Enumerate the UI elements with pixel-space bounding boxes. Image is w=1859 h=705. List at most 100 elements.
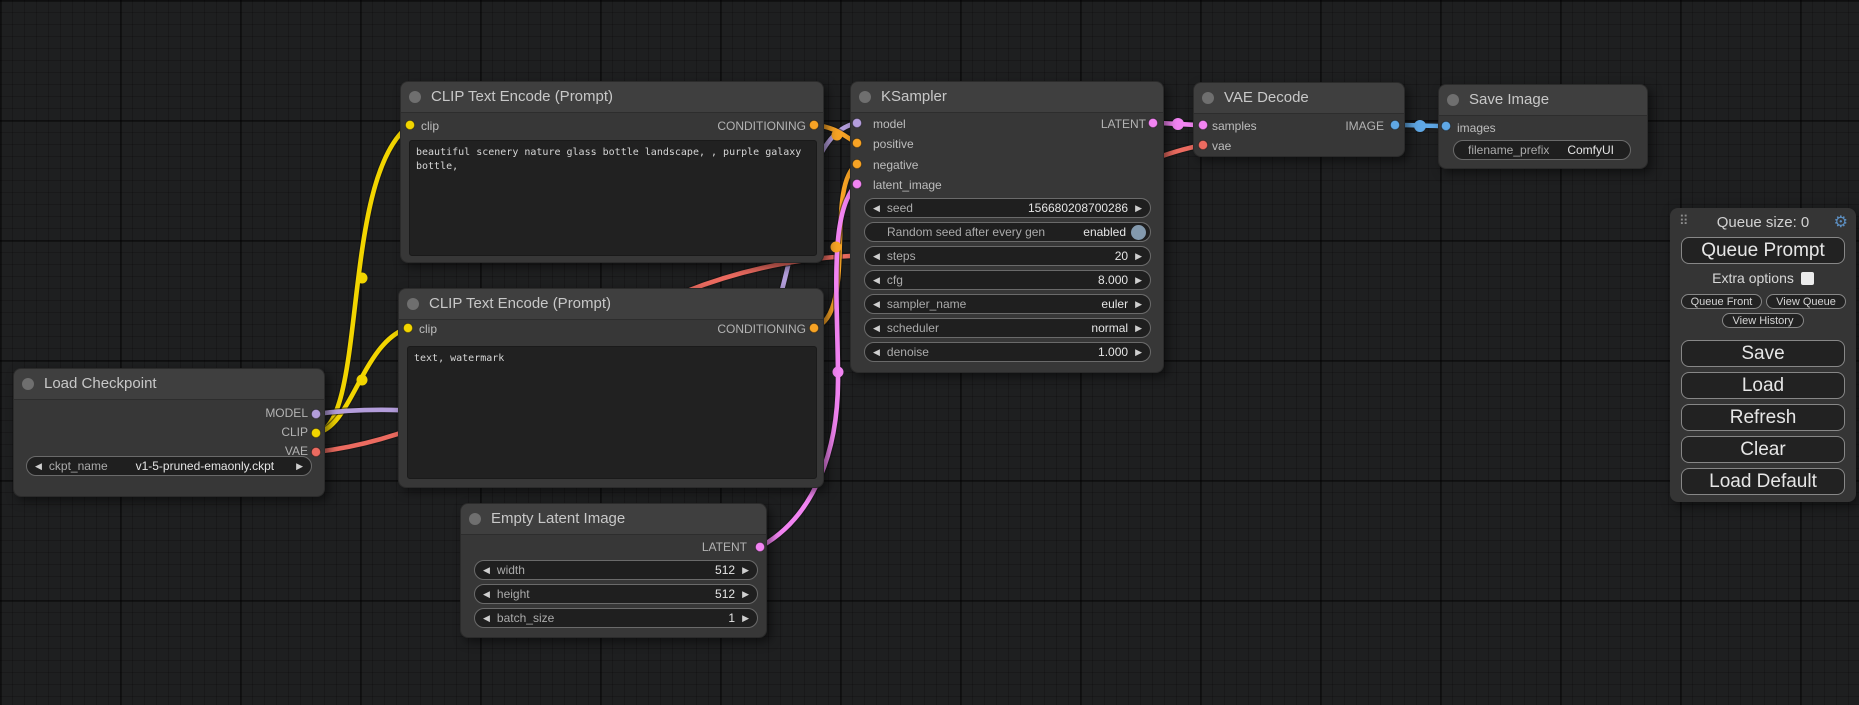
wire-clip-to-negative-prompt (313, 325, 411, 436)
decrement-arrow-icon[interactable]: ◀ (873, 202, 880, 213)
refresh-button[interactable]: Refresh (1681, 404, 1845, 431)
widget-value: 512 (715, 563, 736, 577)
link-dot (1172, 118, 1184, 130)
node-vae-decode[interactable]: VAE Decode samples vae IMAGE (1193, 82, 1405, 157)
queue-size-label: Queue size: 0 (1716, 214, 1810, 231)
view-history-button[interactable]: View History (1722, 313, 1804, 328)
node-title-bar[interactable]: CLIP Text Encode (Prompt) (399, 289, 823, 320)
load-default-button[interactable]: Load Default (1681, 468, 1845, 495)
decrement-arrow-icon[interactable]: ◀ (873, 346, 880, 357)
increment-arrow-icon[interactable]: ▶ (296, 460, 303, 471)
widget-value: 512 (715, 587, 736, 601)
increment-arrow-icon[interactable]: ▶ (742, 564, 749, 575)
node-load-checkpoint[interactable]: Load Checkpoint MODEL CLIP VAE ◀ ckpt_na… (13, 368, 325, 497)
seed-widget[interactable]: ◀ seed 156680208700286 ▶ (864, 198, 1151, 218)
decrement-arrow-icon[interactable]: ◀ (483, 564, 490, 575)
node-empty-latent-image[interactable]: Empty Latent Image LATENT ◀ width 512 ▶ … (460, 503, 767, 638)
decrement-arrow-icon[interactable]: ◀ (873, 322, 880, 333)
widget-label: seed (886, 201, 913, 215)
increment-arrow-icon[interactable]: ▶ (742, 612, 749, 623)
node-title-bar[interactable]: Save Image (1439, 85, 1647, 116)
widget-label: filename_prefix (1468, 143, 1550, 157)
node-clip-text-encode-positive[interactable]: CLIP Text Encode (Prompt) clip CONDITION… (400, 81, 824, 263)
widget-label: steps (886, 249, 916, 263)
input-label-vae: vae (1212, 139, 1232, 153)
random-seed-widget[interactable]: Random seed after every gen enabled (864, 222, 1151, 242)
node-collapse-dot-icon[interactable] (407, 298, 419, 310)
input-label-negative: negative (873, 158, 919, 172)
output-label-conditioning: CONDITIONING (717, 322, 806, 336)
widget-label: height (496, 587, 530, 601)
node-clip-text-encode-negative[interactable]: CLIP Text Encode (Prompt) clip CONDITION… (398, 288, 824, 488)
output-label-vae: VAE (284, 444, 308, 458)
ckpt-name-widget[interactable]: ◀ ckpt_name v1-5-pruned-emaonly.ckpt ▶ (26, 456, 312, 476)
drag-handle-icon[interactable]: ⠿ (1679, 213, 1689, 228)
settings-gear-icon[interactable]: ⚙ (1833, 214, 1848, 231)
node-ksampler[interactable]: KSampler model positive negative latent_… (850, 81, 1164, 373)
width-widget[interactable]: ◀ width 512 ▶ (474, 560, 758, 580)
widget-label: ckpt_name (48, 459, 108, 473)
prompt-textarea[interactable]: beautiful scenery nature glass bottle la… (409, 140, 817, 256)
node-title-bar[interactable]: Empty Latent Image (461, 504, 766, 535)
widget-label: batch_size (496, 611, 555, 625)
increment-arrow-icon[interactable]: ▶ (742, 588, 749, 599)
queue-panel: ⠿ Queue size: 0 ⚙ Queue Prompt Extra opt… (1670, 208, 1856, 502)
denoise-widget[interactable]: ◀ denoise 1.000 ▶ (864, 342, 1151, 362)
node-collapse-dot-icon[interactable] (1447, 94, 1459, 106)
link-dot (1414, 120, 1426, 132)
output-label-model: MODEL (265, 406, 308, 420)
queue-front-button[interactable]: Queue Front (1681, 294, 1762, 309)
view-queue-button[interactable]: View Queue (1766, 294, 1846, 309)
filename-prefix-widget[interactable]: filename_prefix ComfyUI (1453, 140, 1631, 160)
decrement-arrow-icon[interactable]: ◀ (483, 588, 490, 599)
increment-arrow-icon[interactable]: ▶ (1135, 298, 1142, 309)
decrement-arrow-icon[interactable]: ◀ (873, 274, 880, 285)
increment-arrow-icon[interactable]: ▶ (1135, 274, 1142, 285)
node-collapse-dot-icon[interactable] (409, 91, 421, 103)
node-title-bar[interactable]: Load Checkpoint (14, 369, 324, 400)
increment-arrow-icon[interactable]: ▶ (1135, 250, 1142, 261)
widget-value: 156680208700286 (1027, 201, 1129, 215)
toggle-dot-icon[interactable] (1131, 224, 1146, 240)
output-label-latent: LATENT (1100, 117, 1146, 131)
node-title: Save Image (1469, 91, 1550, 108)
decrement-arrow-icon[interactable]: ◀ (873, 250, 880, 261)
node-title-bar[interactable]: VAE Decode (1194, 83, 1404, 114)
decrement-arrow-icon[interactable]: ◀ (35, 460, 42, 471)
node-title: CLIP Text Encode (Prompt) (429, 295, 612, 312)
sampler-name-widget[interactable]: ◀ sampler_name euler ▶ (864, 294, 1151, 314)
batch-size-widget[interactable]: ◀ batch_size 1 ▶ (474, 608, 758, 628)
increment-arrow-icon[interactable]: ▶ (1135, 202, 1142, 213)
node-collapse-dot-icon[interactable] (859, 91, 871, 103)
steps-widget[interactable]: ◀ steps 20 ▶ (864, 246, 1151, 266)
prompt-textarea[interactable]: text, watermark (407, 346, 817, 479)
input-label-model: model (873, 117, 906, 131)
node-title-bar[interactable]: KSampler (851, 82, 1163, 113)
node-title-bar[interactable]: CLIP Text Encode (Prompt) (401, 82, 823, 113)
widget-value: v1-5-pruned-emaonly.ckpt (135, 459, 275, 473)
node-title: VAE Decode (1224, 89, 1309, 106)
link-dot (831, 129, 843, 141)
load-button[interactable]: Load (1681, 372, 1845, 399)
wire-clip-to-positive-prompt (313, 122, 413, 436)
scheduler-widget[interactable]: ◀ scheduler normal ▶ (864, 318, 1151, 338)
node-collapse-dot-icon[interactable] (1202, 92, 1214, 104)
node-save-image[interactable]: Save Image images filename_prefix ComfyU… (1438, 84, 1648, 169)
height-widget[interactable]: ◀ height 512 ▶ (474, 584, 758, 604)
decrement-arrow-icon[interactable]: ◀ (873, 298, 880, 309)
decrement-arrow-icon[interactable]: ◀ (483, 612, 490, 623)
cfg-widget[interactable]: ◀ cfg 8.000 ▶ (864, 270, 1151, 290)
extra-options-checkbox[interactable] (1800, 271, 1814, 285)
input-label-clip: clip (419, 322, 438, 336)
increment-arrow-icon[interactable]: ▶ (1135, 322, 1142, 333)
clear-button[interactable]: Clear (1681, 436, 1845, 463)
increment-arrow-icon[interactable]: ▶ (1135, 346, 1142, 357)
input-label-clip: clip (421, 119, 440, 133)
node-collapse-dot-icon[interactable] (22, 378, 34, 390)
save-button[interactable]: Save (1681, 340, 1845, 367)
queue-prompt-button[interactable]: Queue Prompt (1681, 237, 1845, 264)
widget-value: enabled (1083, 225, 1126, 239)
node-collapse-dot-icon[interactable] (469, 513, 481, 525)
input-label-samples: samples (1212, 119, 1257, 133)
